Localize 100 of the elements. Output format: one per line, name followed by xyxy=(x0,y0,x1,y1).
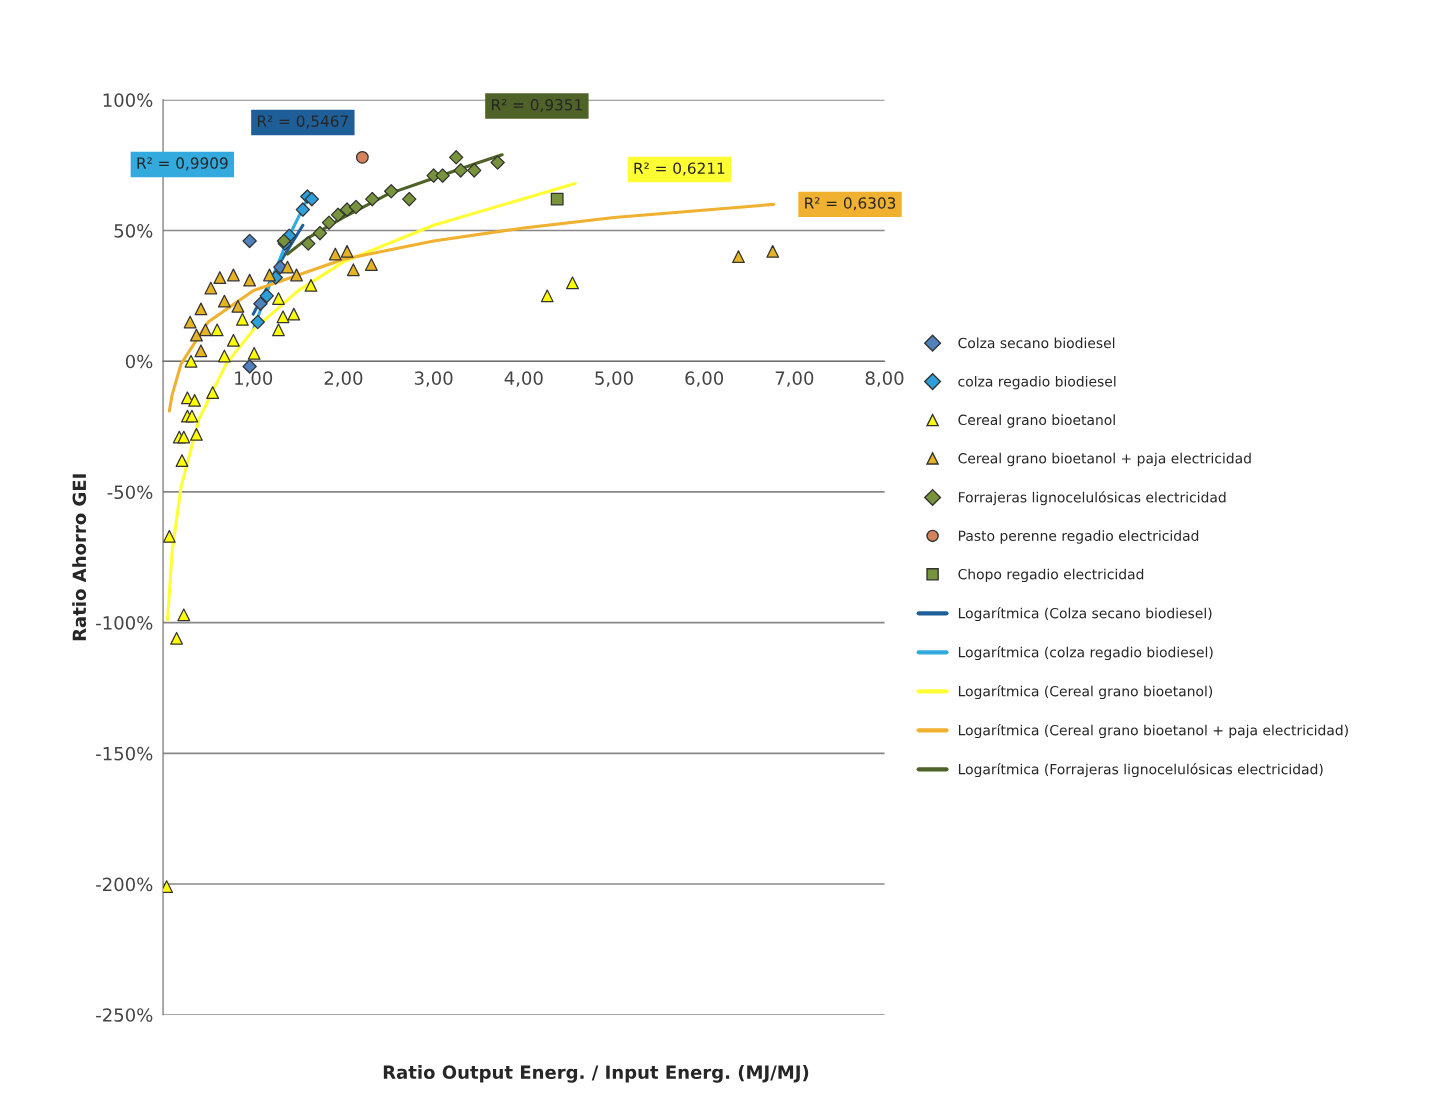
point xyxy=(210,323,224,337)
legend-label: Logarítmica (Colza secano biodiesel) xyxy=(958,607,1212,622)
point xyxy=(355,150,369,164)
y-tick-label: 100% xyxy=(103,93,153,107)
x-tick-label: 3,00 xyxy=(414,371,453,387)
point xyxy=(330,207,346,223)
legend-label: Cereal grano bioetanol xyxy=(958,414,1115,428)
point xyxy=(194,302,208,316)
x-axis-title: Ratio Output Energ. / Input Energ. (MJ/MJ) xyxy=(383,1065,809,1083)
point xyxy=(321,215,337,230)
point xyxy=(170,631,184,645)
point xyxy=(259,288,274,304)
point xyxy=(340,244,354,258)
point xyxy=(177,608,191,622)
annotation: R² = 0,6211 xyxy=(634,162,725,176)
point xyxy=(243,273,257,287)
x-tick-label: 7,00 xyxy=(775,371,814,387)
point xyxy=(272,292,285,305)
x-tick-label: 2,00 xyxy=(324,371,363,387)
point xyxy=(312,225,328,241)
legend-label: Logarítmica (Cereal grano bioetanol) xyxy=(958,685,1213,700)
point xyxy=(247,346,261,360)
line-series xyxy=(166,181,577,622)
point xyxy=(290,268,303,282)
point xyxy=(272,323,285,337)
legend-label: Forrajeras lignocelulósicas electricidad xyxy=(958,491,1226,506)
y-tick-label: -200% xyxy=(96,877,153,892)
point xyxy=(466,163,482,178)
legend-label: Colza secano biodiesel xyxy=(958,337,1115,349)
point xyxy=(276,310,290,324)
annotation: R² = 0,5467 xyxy=(257,115,348,129)
line-series xyxy=(285,153,504,256)
point xyxy=(550,192,564,206)
x-tick-label: 6,00 xyxy=(685,371,724,387)
point xyxy=(189,427,203,441)
point xyxy=(188,393,202,407)
point xyxy=(184,354,198,368)
legend-label: colza regadio biodiesel xyxy=(958,375,1116,390)
x-tick-label: 4,00 xyxy=(504,371,543,387)
point xyxy=(217,294,231,308)
point xyxy=(213,271,227,285)
point xyxy=(199,323,212,337)
x-tick-label: 1,00 xyxy=(235,371,273,387)
point xyxy=(348,199,364,215)
point xyxy=(204,281,218,295)
legend-label: Cereal grano bioetanol + paja electricidad xyxy=(958,452,1251,467)
point xyxy=(185,409,199,423)
annotation: R² = 0,6303 xyxy=(805,197,896,211)
point xyxy=(328,247,342,261)
x-tick-label: 8,00 xyxy=(865,371,904,387)
point xyxy=(402,191,417,207)
point xyxy=(540,289,554,303)
point xyxy=(766,244,780,258)
point xyxy=(235,312,249,326)
point xyxy=(364,258,378,271)
point xyxy=(448,150,464,165)
point xyxy=(453,163,468,178)
legend-label: Pasto perenne regadio electricidad xyxy=(958,530,1199,544)
point xyxy=(384,184,399,199)
y-tick-label: -250% xyxy=(96,1008,153,1022)
point xyxy=(175,454,189,467)
point xyxy=(226,333,240,347)
point xyxy=(242,233,257,249)
legend-label: Logarítmica (Forrajeras lignocelulósicas electricidad) xyxy=(958,763,1323,778)
point xyxy=(163,529,176,543)
point xyxy=(304,278,318,292)
point xyxy=(253,296,268,311)
point xyxy=(189,328,203,342)
point xyxy=(194,344,208,358)
point xyxy=(287,307,301,321)
y-tick-label: -100% xyxy=(96,616,153,630)
point xyxy=(346,263,360,277)
point xyxy=(295,202,311,217)
y-tick-label: 50% xyxy=(114,223,153,238)
point xyxy=(304,191,320,207)
point xyxy=(250,314,265,330)
y-tick-label: 0% xyxy=(125,354,153,369)
legend-label: Logarítmica (colza regadio biodiesel) xyxy=(958,646,1213,661)
y-tick-label: -50% xyxy=(107,485,153,500)
point xyxy=(732,250,745,264)
point xyxy=(435,168,450,183)
x-tick-label: 5,00 xyxy=(595,371,633,387)
annotation: R² = 0,9351 xyxy=(492,98,582,113)
point xyxy=(365,191,380,207)
point xyxy=(226,268,240,282)
point xyxy=(177,430,191,444)
point xyxy=(206,386,220,400)
y-tick-label: -150% xyxy=(96,746,153,761)
point xyxy=(301,236,316,251)
legend-label: Logarítmica (Cereal grano bioetanol + paja electricidad) xyxy=(958,724,1348,739)
point xyxy=(490,155,505,170)
point xyxy=(183,315,197,329)
point xyxy=(263,268,276,282)
annotation: R² = 0,9909 xyxy=(137,157,228,171)
line-series xyxy=(167,202,776,413)
point xyxy=(281,260,294,274)
point xyxy=(566,276,579,290)
point xyxy=(217,349,231,363)
y-axis-title: Ratio Ahorro GEI xyxy=(72,474,87,641)
legend-label: Chopo regadio electricidad xyxy=(958,568,1144,583)
